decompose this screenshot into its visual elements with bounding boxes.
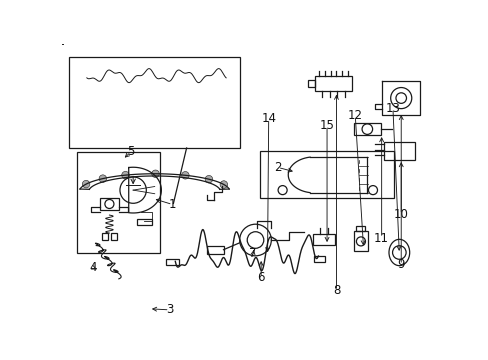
- Bar: [69, 57, 239, 148]
- Text: 11: 11: [373, 231, 388, 244]
- Circle shape: [181, 172, 189, 179]
- Text: 2: 2: [273, 161, 281, 174]
- Bar: [313, 256, 325, 262]
- Bar: [353, 123, 380, 135]
- Bar: [111, 233, 117, 240]
- Text: 4: 4: [89, 261, 97, 274]
- Bar: [313, 234, 334, 245]
- Bar: [307, 80, 315, 87]
- Text: 12: 12: [347, 109, 362, 122]
- Circle shape: [205, 175, 212, 183]
- Text: 5: 5: [127, 145, 134, 158]
- Text: 3: 3: [165, 303, 173, 316]
- Bar: [137, 219, 152, 225]
- Text: 7: 7: [249, 247, 257, 260]
- Text: 13: 13: [385, 102, 400, 115]
- Bar: [206, 246, 223, 254]
- Text: 14: 14: [261, 112, 276, 125]
- Bar: [102, 233, 107, 240]
- Bar: [353, 231, 367, 251]
- Circle shape: [151, 170, 159, 177]
- Text: 10: 10: [393, 208, 408, 221]
- Text: 15: 15: [319, 119, 334, 132]
- Text: 9: 9: [397, 258, 404, 271]
- Bar: [356, 226, 365, 231]
- Circle shape: [99, 175, 106, 183]
- Circle shape: [82, 180, 90, 188]
- Bar: [315, 76, 351, 91]
- Circle shape: [220, 181, 227, 188]
- Text: 8: 8: [332, 284, 340, 297]
- Bar: [165, 259, 179, 265]
- Bar: [77, 152, 160, 253]
- Text: 6: 6: [257, 271, 264, 284]
- Bar: [383, 141, 414, 159]
- Circle shape: [122, 171, 129, 179]
- Text: 1: 1: [168, 198, 176, 211]
- Bar: [100, 198, 119, 210]
